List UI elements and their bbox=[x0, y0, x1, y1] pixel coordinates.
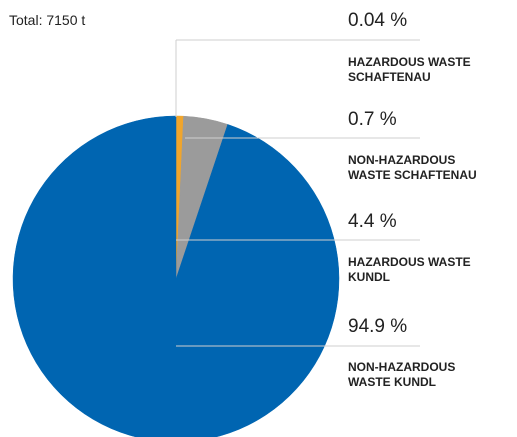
value-label: 94.9 % bbox=[348, 316, 408, 337]
category-label: HAZARDOUS WASTE KUNDL bbox=[348, 255, 471, 284]
chart-title: Total: 7150 t bbox=[9, 12, 86, 28]
category-label: NON-HAZARDOUS WASTE SCHAFTENAU bbox=[348, 153, 477, 182]
category-label: NON-HAZARDOUS WASTE KUNDL bbox=[348, 360, 456, 389]
category-label: HAZARDOUS WASTE SCHAFTENAU bbox=[348, 55, 471, 84]
pie-slice bbox=[12, 115, 340, 437]
value-label: 0.7 % bbox=[348, 109, 397, 130]
value-label: 4.4 % bbox=[348, 211, 397, 232]
value-label: 0.04 % bbox=[348, 10, 408, 31]
